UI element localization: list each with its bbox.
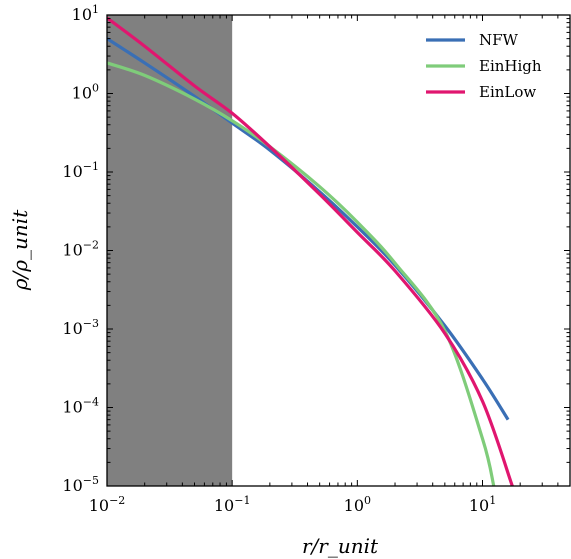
legend-label-nfw: NFW (479, 31, 519, 49)
series-line-einlow (107, 16, 514, 486)
y-tick-label: 10−4 (62, 396, 99, 417)
x-tick-label: 100 (344, 494, 371, 515)
series-line-einhigh (107, 61, 496, 486)
svg-text:r/r_unit: r/r_unit (302, 534, 379, 558)
shaded-region-rect (107, 15, 233, 486)
legend: NFW EinHigh EinLow (426, 31, 542, 101)
y-tick-label: 101 (72, 3, 99, 24)
y-tick-label: 10−2 (62, 239, 99, 260)
x-tick-label: 10−2 (89, 494, 126, 515)
y-tick-label: 100 (72, 82, 99, 103)
y-tick-label: 10−1 (62, 160, 99, 181)
x-axis-label: r/r_unit (302, 534, 379, 558)
svg-text:ρ/ρ_unit: ρ/ρ_unit (8, 209, 32, 291)
resolution-limit-shaded-region (107, 15, 233, 486)
x-tick-label: 101 (469, 494, 496, 515)
y-axis-label: ρ/ρ_unit (8, 209, 32, 291)
legend-label-einlow: EinLow (479, 83, 536, 101)
series-lines (107, 16, 514, 486)
tick-labels: 10−2 10−1 100 101 10−5 10−4 10−3 10−2 10−1 100 101 (62, 3, 496, 515)
legend-label-einhigh: EinHigh (479, 57, 542, 75)
y-tick-label: 10−5 (62, 474, 99, 495)
x-tick-label: 10−1 (214, 494, 251, 515)
axis-ticks (106, 14, 571, 487)
y-tick-label: 10−3 (62, 317, 99, 338)
series-line-nfw (107, 37, 510, 421)
